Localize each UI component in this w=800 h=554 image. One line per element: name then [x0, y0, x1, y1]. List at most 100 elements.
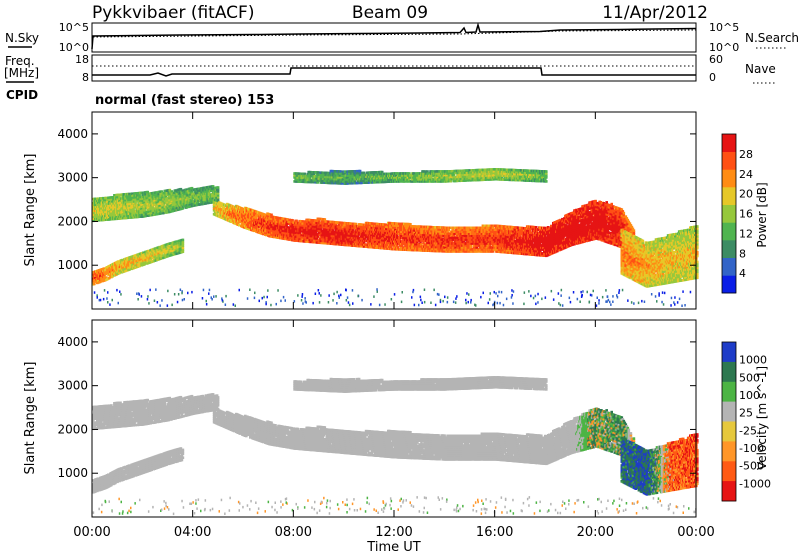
range-cell — [140, 258, 143, 261]
range-cell — [144, 202, 147, 206]
scatter-band — [212, 199, 636, 270]
range-cell — [407, 240, 410, 244]
range-cell — [398, 236, 401, 239]
range-cell — [309, 240, 312, 244]
range-cell — [142, 251, 145, 254]
range-cell — [148, 210, 151, 213]
range-cell — [425, 235, 428, 239]
range-cell — [397, 246, 400, 249]
range-cell — [314, 223, 318, 226]
range-cell — [464, 246, 468, 249]
range-cell — [346, 224, 350, 227]
range-cell — [229, 220, 233, 223]
range-cell — [334, 229, 338, 232]
range-cell — [402, 246, 405, 249]
range-cell — [103, 267, 106, 270]
range-cell — [325, 236, 329, 239]
range-cell — [396, 234, 399, 237]
range-cell — [179, 187, 183, 191]
range-cell — [420, 239, 423, 242]
range-cell — [144, 193, 147, 196]
range-cell — [427, 245, 430, 248]
range-cell — [174, 191, 178, 194]
range-cell — [253, 213, 256, 217]
range-cell — [197, 187, 201, 191]
range-cell — [128, 210, 131, 213]
range-cell — [114, 205, 117, 209]
range-cell — [248, 221, 251, 225]
range-cell — [322, 231, 326, 235]
range-cell — [121, 266, 124, 270]
range-cell — [94, 215, 97, 218]
freq-panel: Freq. [MHz] 18 8 60 0 Nave — [4, 53, 776, 84]
range-cell — [117, 268, 120, 271]
range-cell — [319, 223, 323, 227]
range-cell — [328, 238, 332, 241]
range-cell — [301, 237, 304, 241]
range-cell — [162, 203, 166, 207]
range-cell — [450, 234, 453, 237]
range-cell — [253, 223, 256, 227]
range-cell — [298, 237, 301, 241]
range-cell — [424, 243, 427, 246]
range-cell — [291, 223, 294, 226]
range-cell — [212, 188, 216, 192]
range-cell — [148, 198, 151, 201]
nave-right-tick-top: 60 — [709, 53, 723, 66]
range-cell — [132, 202, 135, 205]
range-cell — [267, 214, 270, 218]
range-cell — [102, 196, 105, 200]
range-cell — [461, 242, 464, 245]
range-cell — [124, 206, 127, 210]
range-cell — [305, 232, 308, 235]
range-cell — [433, 233, 436, 237]
range-cell — [288, 238, 291, 241]
range-cell — [378, 236, 382, 240]
range-cell — [121, 258, 124, 262]
range-cell — [447, 228, 450, 231]
range-cell — [188, 203, 192, 206]
range-cell — [234, 216, 238, 220]
range-cell — [315, 239, 319, 242]
range-cell — [93, 219, 96, 222]
range-cell — [210, 189, 214, 192]
range-cell — [216, 196, 220, 199]
range-cell — [97, 201, 100, 204]
range-cell — [424, 247, 427, 250]
range-cell — [385, 241, 389, 244]
range-cell — [347, 236, 351, 239]
range-cell — [158, 255, 161, 259]
range-cell — [412, 238, 415, 242]
range-cell — [430, 243, 433, 247]
range-cell — [449, 230, 452, 233]
range-cell — [452, 236, 455, 239]
nsearch-line — [92, 29, 697, 38]
range-cell — [434, 235, 437, 239]
range-cell — [265, 233, 268, 237]
range-cell — [276, 232, 279, 235]
range-cell — [144, 214, 147, 218]
range-cell — [131, 214, 134, 217]
range-cell — [155, 191, 158, 194]
range-cell — [106, 267, 109, 271]
range-cell — [224, 204, 228, 207]
range-cell — [190, 198, 194, 202]
range-cell — [458, 240, 461, 243]
range-cell — [363, 237, 367, 240]
range-cell — [157, 200, 160, 204]
power-marks — [92, 168, 699, 307]
range-cell — [212, 203, 216, 206]
range-cell — [158, 245, 161, 249]
range-cell — [181, 244, 185, 248]
nsky-right-tick-top: 10^5 — [709, 21, 739, 34]
range-cell — [247, 219, 250, 223]
range-cell — [365, 229, 369, 233]
range-cell — [143, 211, 146, 214]
range-cell — [168, 204, 172, 208]
range-cell — [240, 210, 243, 214]
range-cell — [351, 228, 355, 232]
range-cell — [367, 224, 371, 227]
range-cell — [146, 196, 149, 200]
range-cell — [258, 223, 261, 226]
range-cell — [101, 210, 104, 214]
